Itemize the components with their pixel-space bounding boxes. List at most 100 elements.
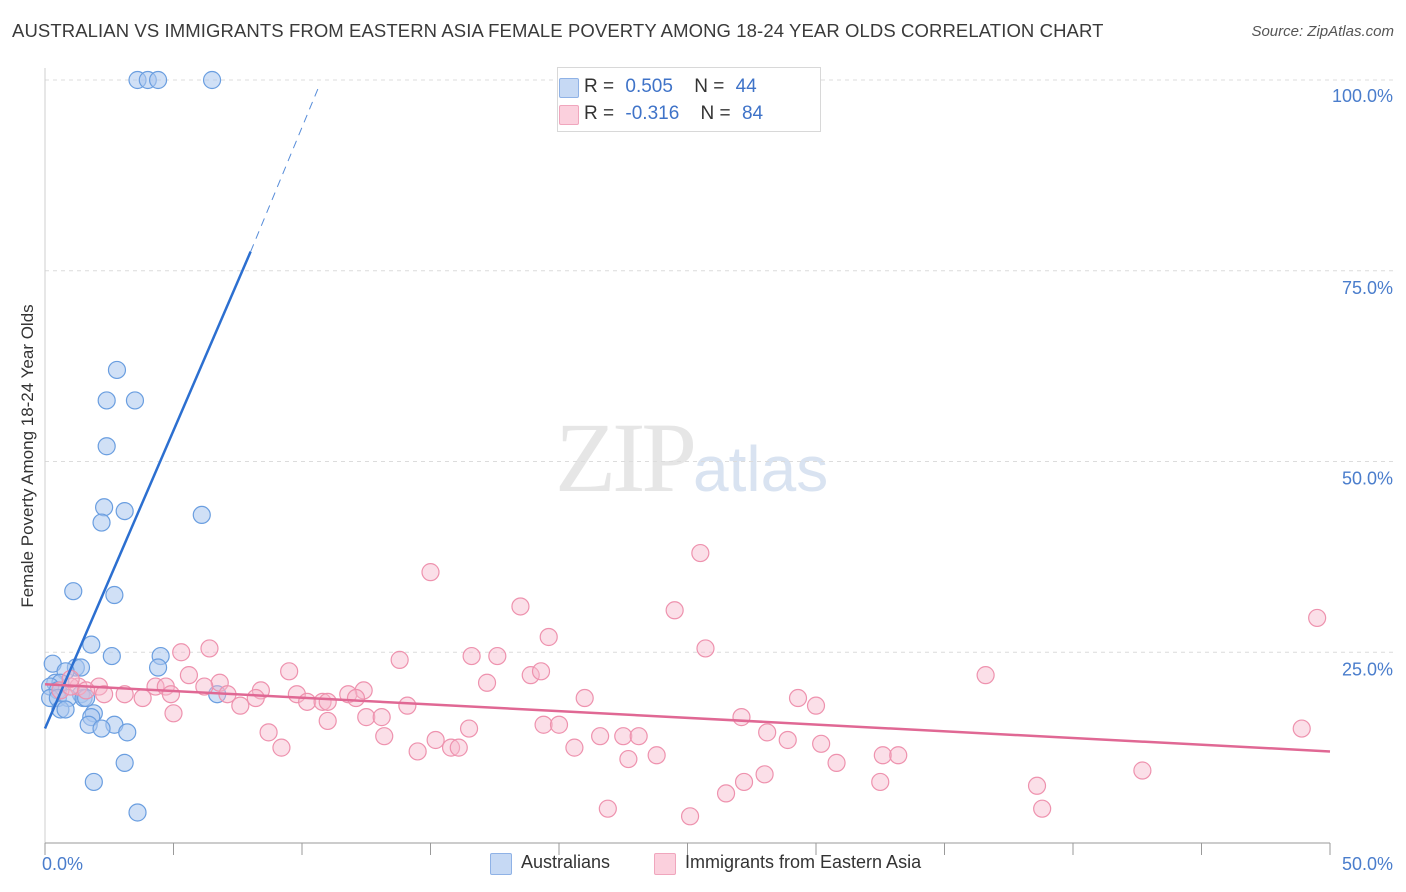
immigrants-point	[755, 765, 774, 784]
immigrants-point	[511, 597, 530, 616]
australians-point	[97, 391, 116, 410]
immigrants-point	[477, 673, 497, 692]
australians-point	[202, 70, 222, 90]
immigrants-point	[1308, 608, 1327, 628]
immigrants-point	[691, 543, 710, 563]
legend-n-value: 44	[735, 76, 757, 97]
immigrants-point	[462, 646, 481, 666]
y-tick-label: 100.0%	[1332, 86, 1393, 106]
immigrants-point	[179, 666, 199, 685]
y-tick-label: 50.0%	[1342, 469, 1393, 489]
watermark-zip: ZIP	[555, 402, 697, 513]
immigrants-point	[375, 727, 394, 746]
immigrants-point	[629, 727, 648, 746]
bottom-legend-swatch-australians	[490, 853, 512, 875]
y-tick-label: 75.0%	[1342, 278, 1393, 298]
immigrants-point	[357, 708, 376, 727]
immigrants-point	[539, 627, 558, 647]
australians-trend-line	[43, 251, 252, 730]
chart-source: Source: ZipAtlas.com	[1251, 23, 1394, 40]
immigrants-point	[778, 730, 797, 750]
australians-point	[125, 391, 145, 410]
immigrants-point	[732, 708, 751, 727]
immigrants-point	[408, 742, 427, 761]
immigrants-point	[873, 746, 892, 765]
immigrants-point	[231, 696, 250, 715]
immigrants-point	[734, 772, 754, 792]
immigrants-point	[1133, 761, 1152, 780]
legend-n-label: N =	[694, 76, 725, 97]
immigrants-point	[889, 746, 908, 765]
bottom-legend-label-immigrants: Immigrants from Eastern Asia	[685, 852, 922, 872]
immigrants-point	[788, 688, 808, 708]
watermark-atlas: atlas	[693, 433, 829, 505]
immigrants-point	[871, 772, 890, 792]
correlation-legend: R = 0.505 N = 44 R = -0.316 N = 84	[557, 67, 821, 132]
immigrants-point	[372, 708, 391, 727]
legend-n-label: N =	[700, 103, 731, 124]
immigrants-point	[318, 711, 337, 731]
immigrants-point	[696, 639, 715, 658]
australians-point	[95, 498, 114, 517]
australians-point	[105, 585, 124, 605]
immigrants-point	[259, 723, 278, 742]
immigrants-point	[280, 662, 299, 681]
immigrants-point	[115, 685, 134, 704]
australians-point	[107, 360, 127, 380]
immigrants-point	[827, 753, 846, 772]
immigrants-point	[614, 727, 633, 746]
immigrants-point	[549, 715, 569, 734]
immigrants-point	[390, 650, 409, 669]
immigrants-point	[161, 685, 181, 704]
immigrants-point	[758, 723, 777, 742]
legend-row-australians: R = 0.505 N = 44	[559, 76, 757, 98]
bottom-legend-immigrants: Immigrants from Eastern Asia	[654, 852, 922, 875]
x-tick-label: 0.0%	[42, 854, 83, 874]
immigrants-point	[172, 643, 191, 662]
immigrants-point	[398, 696, 417, 715]
immigrants-point	[647, 746, 666, 765]
legend-r-value: 0.505	[625, 76, 673, 97]
immigrants-point	[534, 715, 553, 734]
immigrants-point	[812, 734, 831, 753]
bottom-legend-australians: Australians	[490, 852, 610, 875]
watermark: ZIPatlas	[555, 400, 828, 515]
immigrants-point	[318, 692, 337, 711]
immigrants-point	[195, 677, 214, 696]
australians-point	[97, 437, 116, 456]
immigrants-point	[426, 730, 445, 750]
immigrants-point	[680, 807, 700, 826]
immigrants-point	[619, 749, 638, 769]
immigrants-point	[488, 646, 507, 666]
immigrants-point	[272, 738, 291, 757]
legend-row-immigrants: R = -0.316 N = 84	[559, 103, 764, 125]
bottom-legend-swatch-immigrants	[654, 853, 676, 875]
immigrants-point	[164, 704, 183, 723]
australians-point	[92, 513, 111, 532]
immigrants-point	[298, 692, 317, 711]
legend-swatch-immigrants	[559, 105, 579, 125]
legend-r-label: R =	[584, 103, 615, 124]
australians-trend-extension	[250, 83, 321, 252]
australians-point	[56, 700, 75, 719]
immigrants-point	[1033, 799, 1052, 818]
immigrants-point	[521, 666, 540, 685]
y-tick-label: 25.0%	[1342, 659, 1393, 679]
legend-r-value: -0.316	[625, 103, 680, 124]
immigrants-point	[716, 784, 736, 803]
legend-r-label: R =	[584, 76, 615, 97]
legend-n-value: 84	[741, 103, 764, 124]
australians-point	[82, 635, 101, 654]
immigrants-point	[246, 688, 265, 708]
immigrants-point	[591, 727, 610, 746]
immigrants-point	[976, 666, 995, 685]
australians-point	[64, 582, 83, 601]
x-tick-label: 50.0%	[1342, 854, 1393, 874]
australians-point	[192, 505, 211, 525]
chart-title: AUSTRALIAN VS IMMIGRANTS FROM EASTERN AS…	[12, 20, 1104, 41]
immigrants-point	[77, 681, 96, 700]
immigrants-point	[459, 719, 479, 738]
immigrants-point	[441, 738, 461, 757]
australians-point	[128, 803, 147, 822]
